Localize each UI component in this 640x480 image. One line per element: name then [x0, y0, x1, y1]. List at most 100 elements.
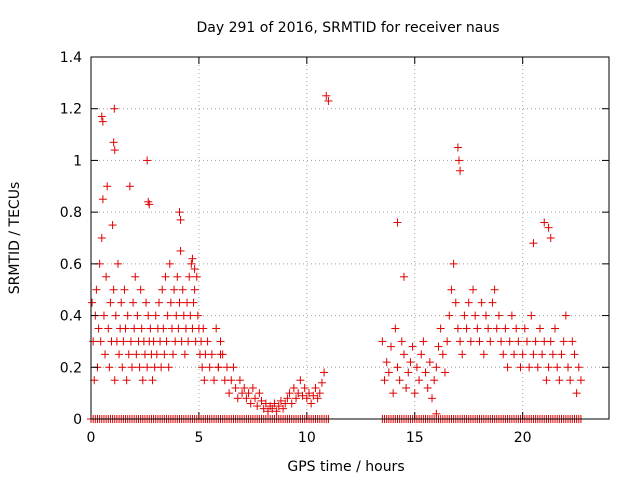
- data-point: [144, 311, 153, 320]
- data-point: [129, 298, 138, 307]
- data-point: [109, 285, 118, 294]
- data-point: [443, 337, 452, 346]
- data-point: [529, 239, 538, 248]
- data-point: [512, 324, 521, 333]
- data-point: [145, 200, 154, 209]
- data-point: [438, 350, 447, 359]
- x-tick-label: 10: [298, 430, 316, 446]
- data-point: [263, 407, 272, 416]
- data-point: [456, 337, 465, 346]
- data-point: [110, 376, 119, 385]
- y-tick-label: 0.6: [60, 257, 82, 273]
- data-point: [568, 337, 577, 346]
- data-point: [529, 350, 538, 359]
- data-point: [395, 376, 404, 385]
- data-point: [130, 324, 139, 333]
- data-point: [102, 272, 111, 281]
- data-point: [522, 337, 531, 346]
- data-point: [406, 358, 415, 367]
- data-point: [510, 350, 519, 359]
- data-point: [296, 376, 305, 385]
- data-point: [563, 363, 572, 372]
- data-point: [257, 396, 266, 405]
- data-point: [143, 156, 152, 165]
- data-point: [184, 337, 193, 346]
- data-point: [525, 363, 534, 372]
- data-point: [393, 363, 402, 372]
- data-point: [227, 376, 236, 385]
- data-point: [120, 285, 129, 294]
- data-point: [447, 285, 456, 294]
- data-point: [242, 394, 251, 403]
- data-point: [121, 324, 130, 333]
- data-point: [440, 368, 449, 377]
- data-point: [317, 378, 326, 387]
- data-point: [164, 363, 173, 372]
- data-point: [110, 146, 119, 155]
- data-point: [248, 383, 257, 392]
- data-point: [203, 337, 212, 346]
- y-tick-label: 0.2: [60, 360, 82, 376]
- data-point: [161, 272, 170, 281]
- data-point: [412, 363, 421, 372]
- data-point: [240, 383, 249, 392]
- data-point: [229, 363, 238, 372]
- data-point: [274, 402, 283, 411]
- data-point: [397, 337, 406, 346]
- data-point: [172, 311, 181, 320]
- data-point: [520, 324, 529, 333]
- data-point: [445, 311, 454, 320]
- data-point: [255, 389, 264, 398]
- data-point: [469, 285, 478, 294]
- data-point: [200, 376, 209, 385]
- data-point: [404, 368, 413, 377]
- data-point: [462, 324, 471, 333]
- data-point: [207, 350, 216, 359]
- data-point: [408, 342, 417, 351]
- data-point: [533, 363, 542, 372]
- data-point: [479, 350, 488, 359]
- y-axis-label: SRMTID / TECUs: [7, 182, 23, 295]
- data-point: [542, 376, 551, 385]
- data-point: [123, 311, 132, 320]
- data-point: [146, 324, 155, 333]
- grid-lines: [91, 57, 609, 419]
- data-point: [162, 337, 171, 346]
- data-point: [289, 383, 298, 392]
- data-point: [322, 91, 331, 100]
- data-point: [169, 350, 178, 359]
- data-point: [99, 311, 108, 320]
- data-point: [492, 324, 501, 333]
- data-point: [393, 218, 402, 227]
- y-tick-label: 1: [73, 153, 82, 169]
- data-point: [428, 394, 437, 403]
- data-point: [320, 368, 329, 377]
- data-point: [313, 394, 322, 403]
- data-point: [432, 363, 441, 372]
- data-point: [137, 324, 146, 333]
- data-point: [576, 376, 585, 385]
- data-point: [94, 324, 103, 333]
- data-point: [300, 383, 309, 392]
- data-point: [109, 138, 118, 147]
- data-point: [152, 350, 161, 359]
- data-point: [97, 234, 106, 242]
- data-point: [212, 324, 221, 333]
- data-point: [384, 368, 393, 377]
- data-point: [157, 363, 166, 372]
- data-point: [503, 363, 512, 372]
- data-point: [175, 208, 184, 217]
- data-point: [283, 394, 292, 403]
- data-point: [304, 389, 313, 398]
- data-point: [151, 311, 160, 320]
- data-point: [507, 311, 516, 320]
- data-point: [298, 391, 307, 400]
- data-point: [106, 298, 115, 307]
- data-point: [135, 363, 144, 372]
- data-point: [453, 143, 462, 152]
- data-point: [497, 337, 506, 346]
- data-point: [259, 404, 268, 413]
- data-point: [97, 112, 106, 121]
- data-point: [557, 350, 566, 359]
- data-point: [540, 218, 549, 227]
